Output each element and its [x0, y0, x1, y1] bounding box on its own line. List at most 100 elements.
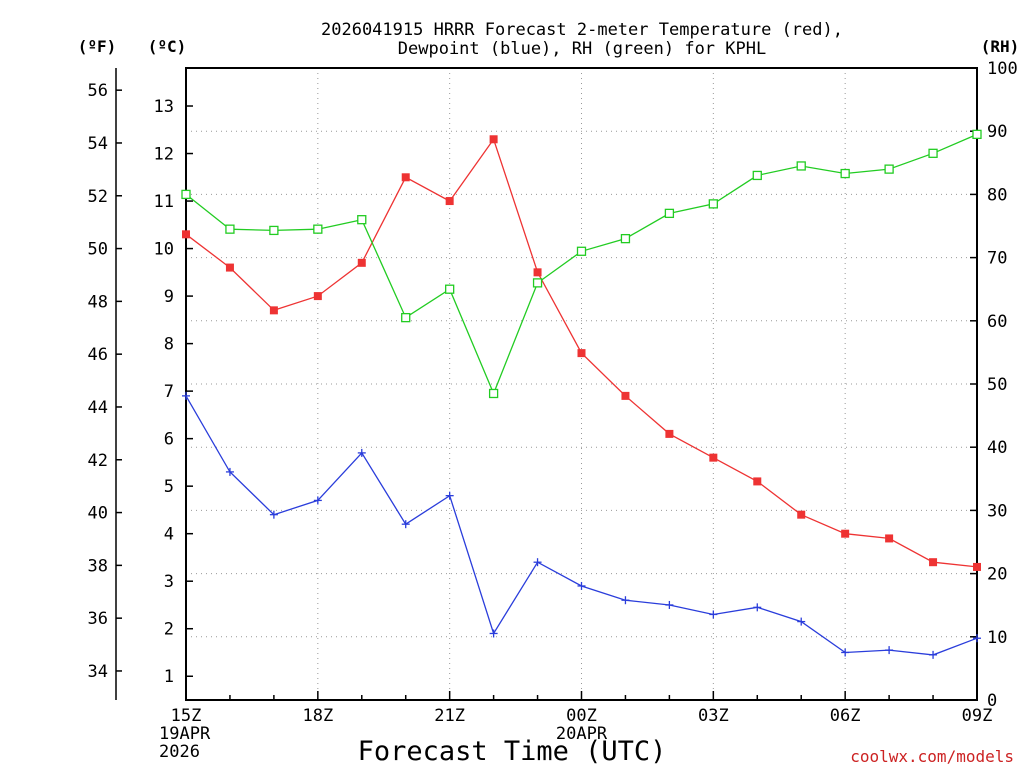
rh-tick-label: 70 [987, 249, 1007, 269]
temperature-point [929, 558, 938, 567]
temperature-point [753, 477, 762, 486]
x-tick-label: 15Z [171, 706, 202, 726]
dewpoint-point [753, 603, 762, 612]
celsius-tick-label: 13 [154, 97, 174, 117]
series-layer [181, 129, 982, 659]
x-tick-label: 18Z [302, 706, 333, 726]
fahrenheit-tick-label: 38 [88, 556, 108, 576]
temperature-point [665, 429, 674, 438]
rh-tick-label: 90 [987, 122, 1007, 142]
rh-point [752, 170, 762, 181]
temperature-point [401, 173, 410, 182]
temperature-point [577, 349, 586, 358]
fahrenheit-tick-label: 36 [88, 609, 108, 629]
dewpoint-point [797, 617, 806, 626]
rh-point [664, 208, 675, 219]
temperature-point [225, 263, 234, 272]
fahrenheit-tick-label: 44 [88, 398, 108, 418]
celsius-tick-label: 11 [154, 192, 174, 212]
temperature-point [533, 268, 542, 277]
celsius-tick-label: 1 [164, 667, 174, 687]
rh-point [972, 129, 982, 140]
fahrenheit-tick-label: 42 [88, 451, 108, 471]
rh-tick-label: 40 [987, 438, 1007, 458]
x-tick-label: 19APR [159, 724, 211, 744]
dewpoint-point [401, 520, 410, 529]
rh-point [532, 278, 543, 288]
celsius-tick-label: 5 [164, 477, 174, 497]
rh-tick-label: 20 [987, 565, 1007, 585]
x-axis-label: Forecast Time (UTC) [358, 736, 667, 767]
fahrenheit-tick-label: 54 [88, 134, 108, 154]
temperature-point [489, 135, 498, 144]
temperature-point [885, 534, 894, 543]
fahrenheit-tick-label: 50 [88, 240, 108, 260]
fahrenheit-tick-label: 52 [88, 187, 108, 207]
rh-tick-label: 60 [987, 312, 1007, 332]
celsius-tick-label: 3 [164, 572, 174, 592]
fahrenheit-tick-label: 56 [88, 81, 108, 101]
rh-unit-label: (RH) [981, 37, 1020, 56]
chart-title-line-2: Dewpoint (blue), RH (green) for KPHL [398, 39, 766, 59]
temperature-point [841, 529, 850, 538]
celsius-tick-label: 10 [154, 240, 174, 260]
dewpoint-point [665, 600, 674, 609]
x-tick-label: 03Z [698, 706, 729, 726]
rh-tick-label: 30 [987, 501, 1007, 521]
fahrenheit-tick-label: 34 [88, 662, 108, 682]
celsius-tick-label: 12 [154, 145, 174, 165]
temperature-point [313, 292, 322, 301]
dewpoint-point [313, 496, 322, 505]
dewpoint-point [182, 391, 190, 400]
rh-tick-label: 50 [987, 375, 1007, 395]
x-tick-label: 2026 [159, 742, 200, 762]
rh-tick-label: 80 [987, 185, 1007, 205]
chart-title-line-1: 2026041915 HRRR Forecast 2-meter Tempera… [321, 20, 843, 40]
dewpoint-point [225, 467, 234, 476]
rh-point [357, 215, 367, 225]
dewpoint-point [621, 596, 630, 605]
celsius-tick-label: 8 [164, 335, 174, 355]
dewpoint-line [185, 395, 978, 656]
dewpoint-point [709, 610, 718, 619]
rh-point [840, 168, 850, 179]
rh-point [269, 225, 279, 236]
dewpoint-point [577, 581, 586, 590]
dewpoint-point [533, 558, 542, 567]
rh-tick-label: 10 [987, 628, 1007, 648]
celsius-tick-label: 9 [164, 287, 174, 307]
fahrenheit-tick-label: 48 [88, 292, 108, 312]
rh-point [313, 224, 323, 234]
celsius-tick-label: 6 [164, 430, 174, 450]
rh-point [488, 388, 499, 399]
temperature-point [621, 391, 630, 400]
dewpoint-point [489, 629, 498, 638]
rh-point [928, 148, 938, 158]
celsius-tick-label: 7 [164, 382, 174, 402]
x-tick-label: 21Z [434, 706, 465, 726]
fahrenheit-tick-label: 40 [88, 504, 108, 524]
x-tick-label: 00Z [566, 706, 597, 726]
temperature-point [973, 562, 981, 571]
dewpoint-point [357, 448, 366, 457]
x-tick-label: 09Z [962, 706, 993, 726]
temperature-point [269, 306, 278, 315]
rh-point [225, 224, 235, 234]
rh-point [796, 161, 806, 171]
temperature-point [445, 197, 454, 206]
dewpoint-point [445, 491, 454, 500]
rh-tick-label: 100 [987, 59, 1018, 79]
grid-lines [186, 68, 977, 700]
dewpoint-point [973, 634, 981, 643]
x-tick-label: 06Z [830, 706, 861, 726]
rh-point [884, 164, 894, 174]
rh-point [181, 189, 191, 200]
x-tick-label: 20APR [556, 724, 608, 744]
dewpoint-point [885, 646, 894, 655]
dewpoint-point [841, 648, 850, 657]
temperature-point [709, 453, 718, 462]
credit-text: coolwx.com/models [850, 747, 1014, 766]
tick-labels: 3436384042444648505254561234567891011121… [88, 59, 1018, 762]
temperature-point [182, 230, 190, 239]
